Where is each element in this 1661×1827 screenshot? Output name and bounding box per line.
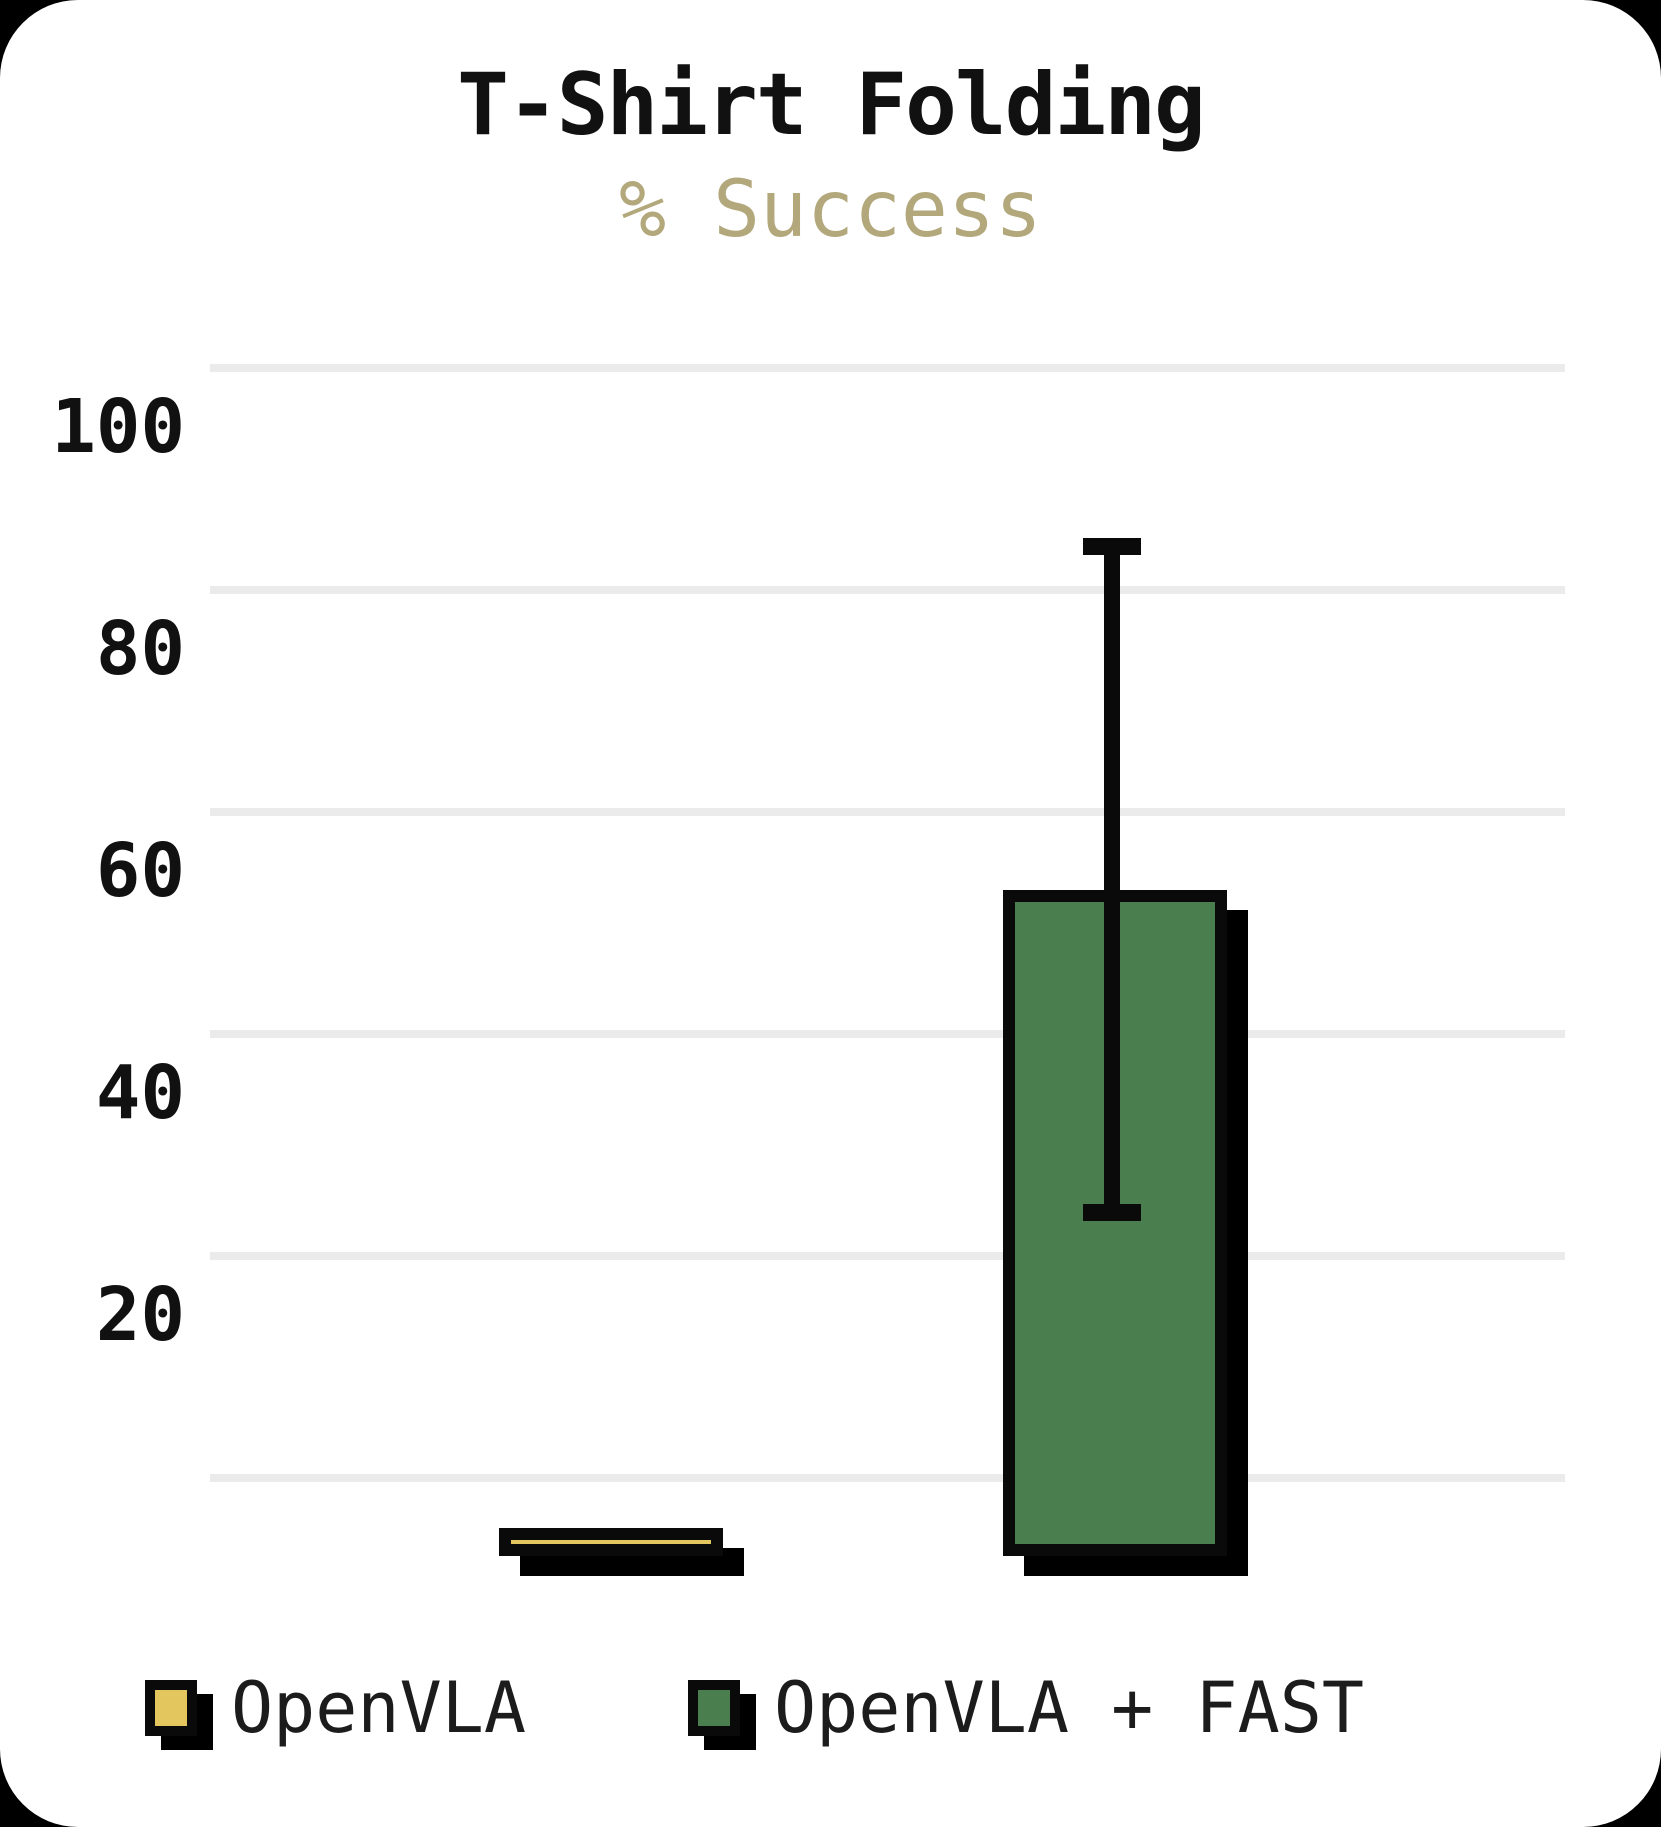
gridline-40 <box>210 1030 1565 1038</box>
gridline-0 <box>210 1474 1565 1482</box>
legend-swatch-openvla <box>145 1680 197 1736</box>
y-tick-label-60: 60 <box>95 828 185 914</box>
y-tick-label-80: 80 <box>95 606 185 692</box>
chart-subtitle: % Success <box>619 165 1042 255</box>
bar-openvla-fast <box>1003 890 1227 1556</box>
y-tick-label-20: 20 <box>95 1272 185 1358</box>
error-bar-cap-top-openvla-fast <box>1083 537 1141 555</box>
legend-swatch-openvla-fast <box>688 1680 740 1736</box>
gridline-60 <box>210 808 1565 816</box>
gridline-20 <box>210 1252 1565 1260</box>
chart-title: T-Shirt Folding <box>457 55 1206 155</box>
legend-item-openvla: OpenVLA <box>145 1668 526 1748</box>
y-tick-label-100: 100 <box>51 384 185 470</box>
legend-label-openvla-fast: OpenVLA + FAST <box>774 1667 1365 1749</box>
gridline-100 <box>210 364 1565 372</box>
bar-openvla <box>499 1528 723 1556</box>
legend-item-openvla-fast: OpenVLA + FAST <box>688 1668 1364 1748</box>
error-bar-cap-bottom-openvla-fast <box>1083 1203 1141 1221</box>
legend-label-openvla: OpenVLA <box>231 1667 527 1749</box>
gridline-80 <box>210 586 1565 594</box>
y-tick-label-40: 40 <box>95 1050 185 1136</box>
error-bar-stem-openvla-fast <box>1104 546 1120 1212</box>
